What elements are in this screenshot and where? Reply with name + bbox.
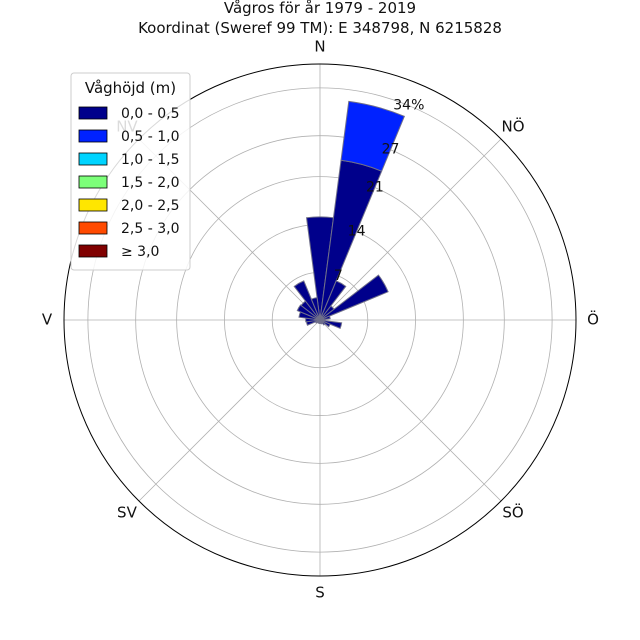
radial-tick-3: 21 <box>366 180 384 196</box>
legend-label-2: 0,5 - 1,0 <box>121 129 179 145</box>
chart-title: Vågros för år 1979 - 2019 <box>224 0 416 17</box>
legend-swatch-2 <box>78 129 108 143</box>
bar-series2-dir-15 <box>340 100 406 172</box>
direction-label-2: NÖ <box>502 116 525 135</box>
wind-rose-bars <box>293 100 406 330</box>
radial-tick-4: 27 <box>382 142 400 158</box>
legend-label-5: 2,0 - 2,5 <box>121 198 179 214</box>
direction-label-3: Ö <box>587 310 599 329</box>
direction-label-7: V <box>42 311 53 329</box>
bar-series1-dir-30 <box>319 280 347 321</box>
bar-series1-dir-345 <box>310 297 321 321</box>
outer-circle <box>63 63 577 577</box>
legend-label-4: 1,5 - 2,0 <box>121 175 179 191</box>
legend-swatch-1 <box>78 106 108 120</box>
radial-tick-1: 7 <box>334 268 343 284</box>
legend-title: Våghöjd (m) <box>85 79 176 97</box>
legend-label-3: 1,0 - 1,5 <box>121 152 179 168</box>
legend: Våghöjd (m) 0,0 - 0,5 0,5 - 1,0 1,0 - 1,5 1,… <box>70 72 191 271</box>
direction-label-6: SV <box>117 504 138 522</box>
bar-series1-dir-60 <box>319 274 389 321</box>
grid-spoke-6 <box>138 319 321 502</box>
polar-grid <box>63 63 577 577</box>
legend-swatch-3 <box>78 152 108 166</box>
bar-series1-dir-75 <box>319 315 331 321</box>
legend-swatch-7 <box>78 244 108 258</box>
legend-label-1: 0,0 - 0,5 <box>121 106 179 122</box>
direction-label-1: N <box>314 38 325 56</box>
legend-swatch-6 <box>78 221 108 235</box>
radial-tick-5: 34% <box>393 98 424 114</box>
grid-spoke-2 <box>319 138 502 321</box>
legend-box <box>70 72 191 271</box>
chart-subtitle: Koordinat (Sweref 99 TM): E 348798, N 62… <box>138 19 502 37</box>
legend-swatch-4 <box>78 175 108 189</box>
radial-tick-labels: 7 14 21 27 34% <box>334 98 425 284</box>
legend-swatch-5 <box>78 198 108 212</box>
direction-label-4: SÖ <box>502 503 523 522</box>
radial-tick-2: 14 <box>348 224 366 240</box>
legend-label-7: ≥ 3,0 <box>121 244 159 260</box>
legend-label-6: 2,5 - 3,0 <box>121 221 179 237</box>
direction-label-5: S <box>315 584 325 602</box>
bar-series1-dir-330 <box>293 280 321 321</box>
grid-spoke-4 <box>319 319 502 502</box>
